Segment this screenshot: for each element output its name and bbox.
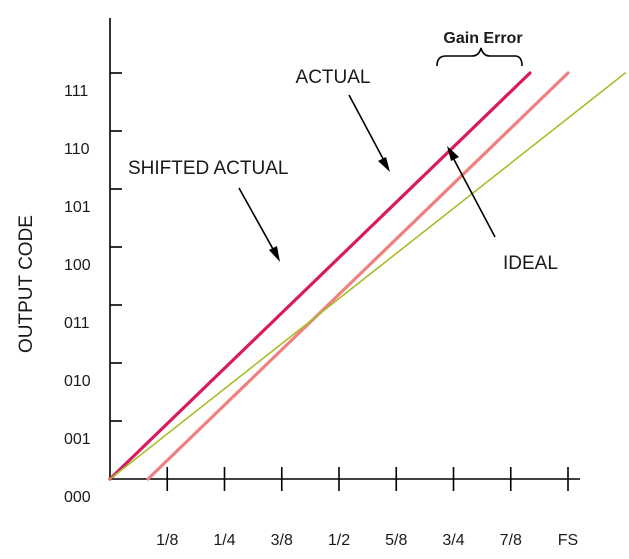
- x-tick-label: 7/8: [500, 532, 522, 549]
- x-ticks: 1/8 1/4 3/8 1/2 5/8 3/4 7/8 FS: [156, 467, 578, 549]
- ideal-arrowhead: [447, 146, 459, 161]
- actual-label: ACTUAL: [296, 67, 371, 88]
- y-tick-label: 011: [64, 315, 90, 332]
- y-tick-label: 001: [64, 431, 91, 448]
- x-tick-label: 1/2: [328, 532, 350, 549]
- y-ticks: 000 001 010 011 100 101 110 111: [64, 72, 122, 506]
- x-tick-label: 1/4: [213, 532, 235, 549]
- series-lines: [108, 71, 627, 481]
- x-tick-label: 1/8: [156, 532, 178, 549]
- x-tick-label: FS: [558, 532, 578, 549]
- shifted-actual-arrowhead: [269, 246, 280, 262]
- y-tick-label: 000: [64, 489, 91, 506]
- shifted-actual-arrow: [238, 187, 279, 259]
- x-tick-label: 5/8: [385, 532, 407, 549]
- ideal-arrow: [449, 151, 496, 238]
- actual-arrow: [348, 94, 389, 169]
- annotations: OUTPUT CODE Gain Error ACTUAL SHIFTED AC…: [16, 30, 558, 353]
- y-tick-label: 110: [64, 141, 90, 158]
- ideal-label: IDEAL: [503, 253, 558, 274]
- series-line-ideal: [109, 72, 627, 480]
- x-tick-label: 3/4: [442, 532, 464, 549]
- shifted-actual-label: SHIFTED ACTUAL: [128, 158, 288, 179]
- x-tick-label: 3/8: [271, 532, 293, 549]
- gain-error-label: Gain Error: [443, 30, 522, 47]
- axes: [109, 18, 580, 480]
- y-tick-label: 101: [64, 199, 91, 216]
- series-line-actual: [146, 71, 570, 481]
- gain-error-brace: [436, 47, 523, 67]
- series-line-shifted: [108, 71, 532, 481]
- y-axis-label: OUTPUT CODE: [16, 215, 37, 353]
- y-tick-label: 111: [64, 83, 88, 100]
- y-tick-label: 010: [64, 373, 91, 390]
- y-tick-label: 100: [64, 257, 91, 274]
- actual-arrowhead: [378, 157, 390, 172]
